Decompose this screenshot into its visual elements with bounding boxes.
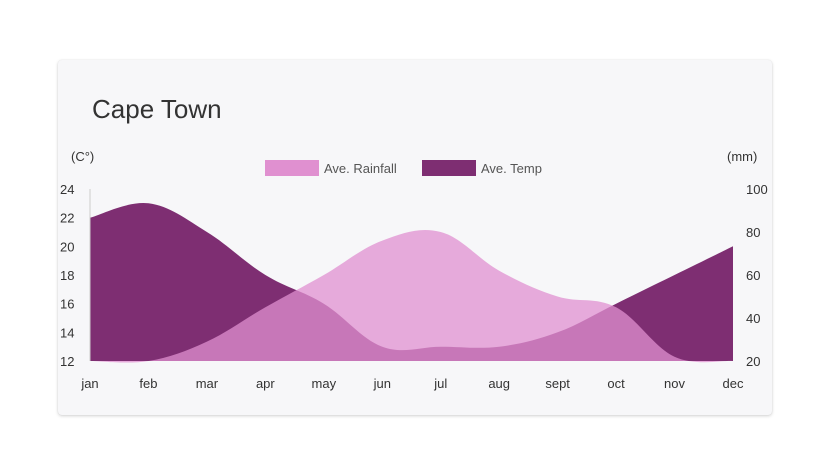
x-tick-label: nov bbox=[664, 376, 685, 391]
x-tick-label: may bbox=[312, 376, 337, 391]
legend-label-rainfall: Ave. Rainfall bbox=[324, 161, 397, 176]
left-axis-ticks: 12 14 16 18 20 22 24 bbox=[60, 182, 74, 369]
left-tick-label: 16 bbox=[60, 297, 74, 312]
legend[interactable]: Ave. Rainfall Ave. Temp bbox=[265, 160, 542, 176]
right-tick-label: 40 bbox=[746, 311, 760, 326]
right-tick-label: 20 bbox=[746, 354, 760, 369]
plot-area bbox=[89, 189, 733, 363]
chart-title: Cape Town bbox=[92, 94, 222, 124]
x-tick-label: dec bbox=[723, 376, 744, 391]
x-tick-label: jul bbox=[433, 376, 447, 391]
legend-label-temp: Ave. Temp bbox=[481, 161, 542, 176]
left-tick-label: 18 bbox=[60, 268, 74, 283]
x-tick-label: aug bbox=[488, 376, 510, 391]
right-tick-label: 100 bbox=[746, 182, 768, 197]
x-tick-label: sept bbox=[545, 376, 570, 391]
x-tick-label: mar bbox=[196, 376, 219, 391]
legend-swatch-temp bbox=[422, 160, 476, 176]
right-axis-label: (mm) bbox=[727, 149, 757, 164]
x-axis-ticks: jan feb mar apr may jun jul aug sept oct nov dec bbox=[80, 376, 744, 391]
right-axis-ticks: 20 40 60 80 100 bbox=[746, 182, 768, 369]
left-tick-label: 22 bbox=[60, 211, 74, 226]
x-tick-label: jan bbox=[80, 376, 98, 391]
x-tick-label: jun bbox=[373, 376, 391, 391]
x-tick-label: oct bbox=[607, 376, 625, 391]
x-tick-label: feb bbox=[139, 376, 157, 391]
right-tick-label: 80 bbox=[746, 225, 760, 240]
left-tick-label: 14 bbox=[60, 325, 74, 340]
series-area-ave-rainfall bbox=[90, 229, 733, 363]
legend-swatch-rainfall bbox=[265, 160, 319, 176]
left-tick-label: 12 bbox=[60, 354, 74, 369]
left-axis-label: (C°) bbox=[71, 149, 94, 164]
right-tick-label: 60 bbox=[746, 268, 760, 283]
left-tick-label: 24 bbox=[60, 182, 74, 197]
x-tick-label: apr bbox=[256, 376, 275, 391]
left-tick-label: 20 bbox=[60, 239, 74, 254]
